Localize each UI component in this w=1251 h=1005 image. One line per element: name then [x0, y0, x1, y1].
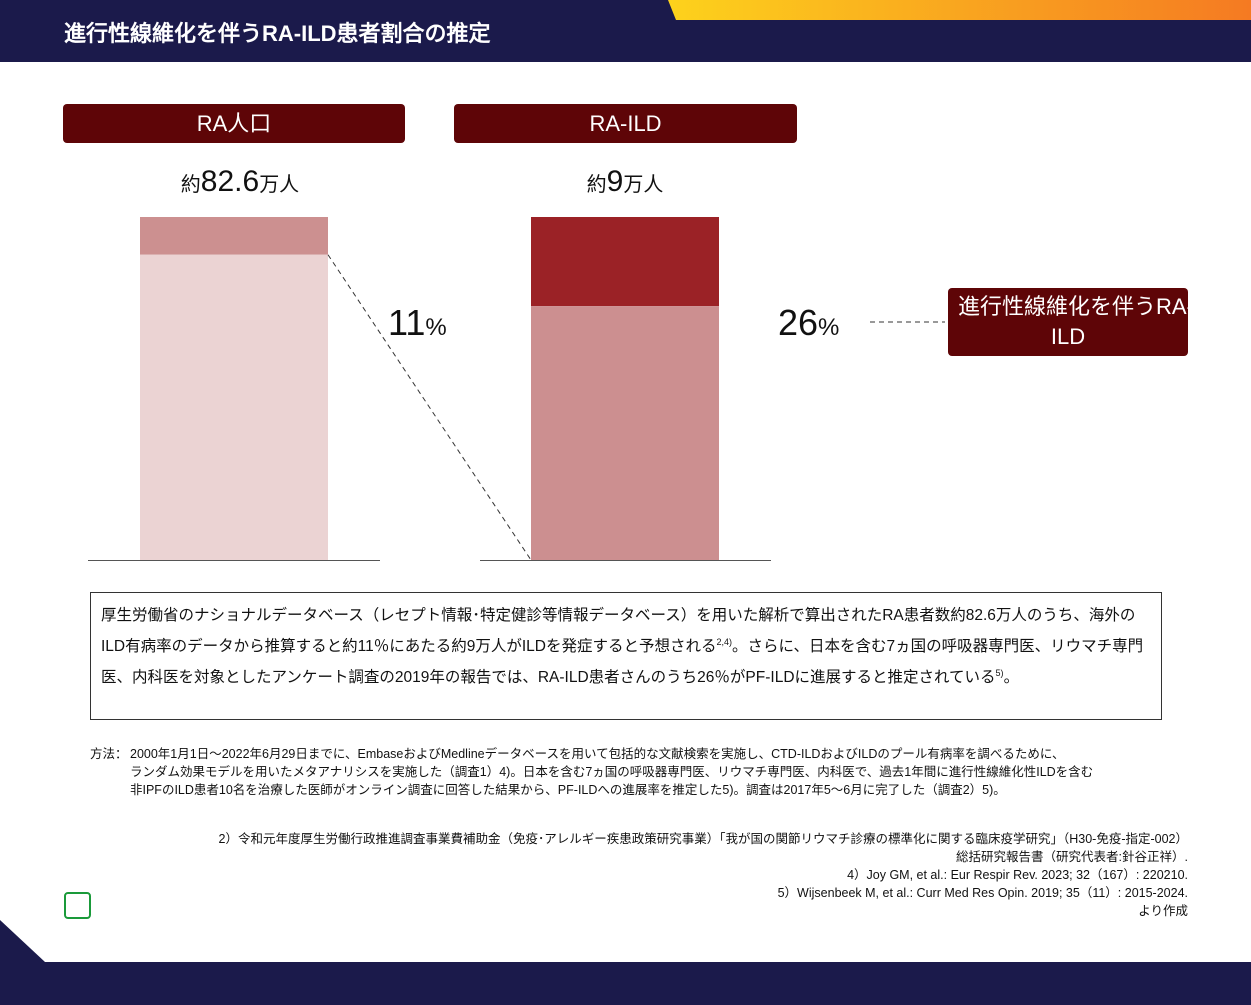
method-label: 方法： [90, 747, 128, 761]
percent-label-26: 26% [778, 302, 840, 343]
stacked-bar-chart [88, 217, 945, 561]
page-title: 進行性線維化を伴うRA-ILD患者割合の推定 [64, 21, 491, 46]
connector-dashed-line [327, 254, 532, 561]
header-accent [668, 0, 1251, 20]
summary-box: 厚生労働省のナショナルデータベース（レセプト情報･特定健診等情報データベース）を… [90, 592, 1162, 720]
pf-ra-ild-badge: 進行性線維化を伴うRA-ILD [948, 288, 1194, 356]
pc-logo [64, 892, 91, 919]
bar-segment-0-1 [140, 217, 328, 255]
footer-bar [0, 962, 1251, 1005]
method-text: 2000年1月1日～2022年6月29日までに、EmbaseおよびMedline… [130, 747, 1094, 797]
bar-segment-0-0 [140, 254, 328, 561]
category-label-ra-ild: RA-ILD [454, 104, 797, 143]
bar-segment-1-1 [531, 217, 719, 307]
total-label-ra: 約82.6万人 [180, 165, 300, 198]
total-label-ra-ild: 約9万人 [586, 165, 664, 198]
percent-label-11: 11% [388, 302, 447, 343]
category-label-ra: RA人口 [63, 104, 405, 143]
references: 2）令和元年度厚生労働行政推進調査事業費補助金（免疫･アレルギー疾患政策研究事業… [218, 832, 1188, 918]
footer-triangle [0, 920, 45, 962]
bar-segment-1-0 [531, 306, 719, 560]
